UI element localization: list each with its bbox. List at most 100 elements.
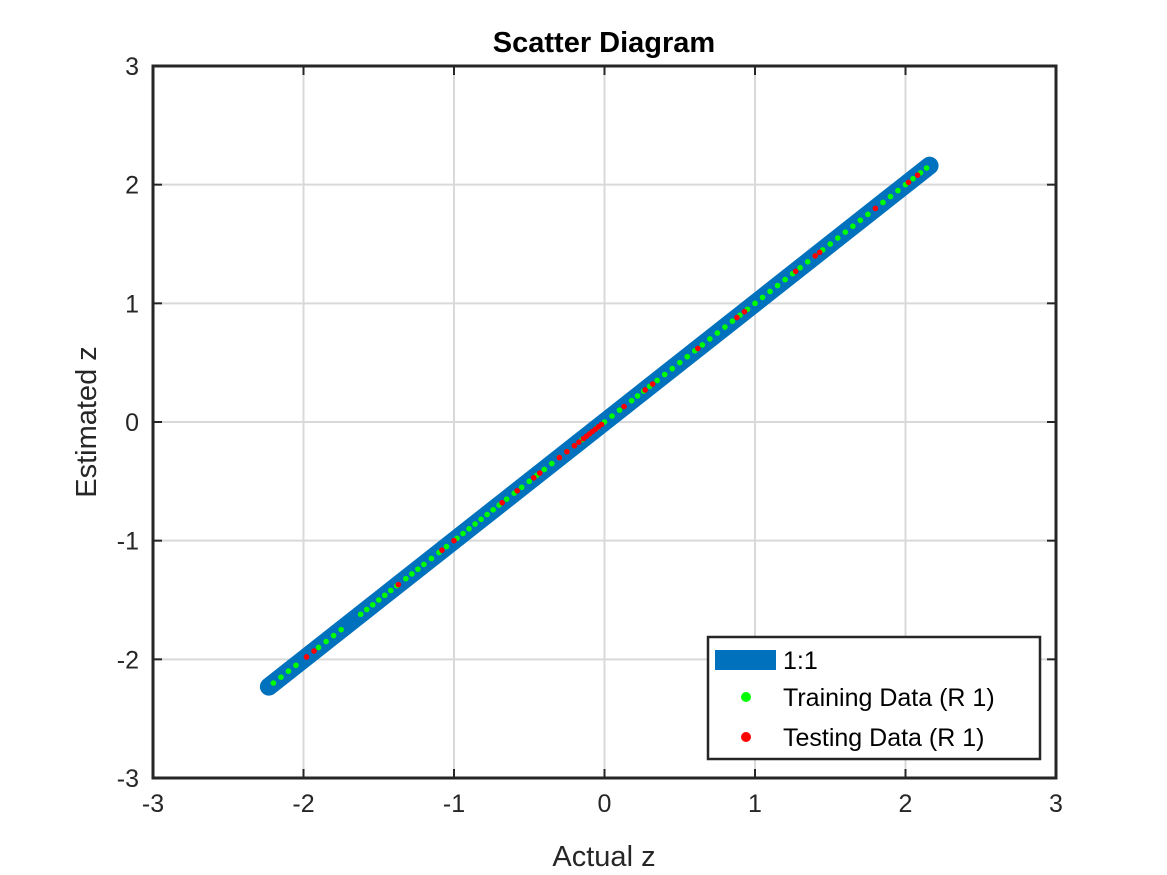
training-point — [842, 229, 849, 235]
training-point — [767, 288, 773, 295]
y-axis-label: Estimated z — [71, 346, 103, 498]
training-point — [409, 571, 415, 577]
training-point — [415, 566, 421, 572]
legend: 1:1 Training Data (R 1) Testing Data (R … — [706, 635, 1042, 761]
training-point — [699, 342, 706, 348]
testing-point — [395, 581, 402, 588]
testing-point — [564, 448, 570, 455]
training-point — [466, 526, 472, 532]
chart-title: Scatter Diagram — [493, 27, 715, 59]
training-point — [323, 638, 329, 645]
training-point — [609, 413, 615, 419]
testing-point — [649, 381, 656, 387]
testing-point — [695, 345, 701, 352]
testing-point — [576, 439, 582, 445]
training-point — [910, 175, 916, 182]
training-point — [654, 377, 660, 384]
y-tick-label: 3 — [125, 53, 139, 81]
legend-label-testing: Testing Data (R 1) — [783, 724, 984, 752]
training-point — [278, 674, 284, 680]
training-point — [880, 199, 886, 206]
x-tick-label: 1 — [748, 790, 762, 818]
testing-point — [741, 308, 748, 315]
testing-point — [816, 249, 823, 256]
training-point — [315, 644, 322, 651]
training-point — [460, 530, 466, 537]
y-tick-label: -2 — [117, 646, 139, 674]
training-point — [669, 365, 676, 372]
training-point — [363, 606, 370, 613]
y-tick-label: -3 — [117, 765, 139, 793]
ticks: -3 -2 -1 0 1 2 3 -3 -2 -1 0 1 2 3 — [117, 53, 1063, 818]
testing-point — [514, 488, 521, 494]
testing-point — [311, 648, 317, 654]
training-point — [804, 259, 811, 265]
training-point — [782, 276, 788, 283]
testing-point — [734, 314, 740, 321]
training-point — [887, 193, 894, 200]
training-point — [330, 632, 337, 639]
x-tick-label: -3 — [142, 790, 164, 818]
training-point — [285, 668, 292, 674]
testing-point — [303, 654, 310, 660]
training-point — [403, 575, 409, 582]
x-tick-label: -1 — [443, 790, 465, 818]
training-point — [923, 165, 930, 171]
training-point — [628, 397, 635, 404]
y-tick-label: 0 — [125, 409, 139, 437]
testing-point — [872, 205, 879, 212]
x-tick-label: 0 — [598, 790, 612, 818]
training-point — [827, 241, 834, 247]
testing-point — [536, 470, 543, 476]
testing-point — [530, 474, 537, 481]
training-point — [381, 592, 388, 599]
data-series — [259, 156, 939, 696]
testing-point — [905, 179, 912, 186]
training-point — [895, 187, 901, 194]
testing-point — [451, 537, 457, 544]
legend-label-training: Training Data (R 1) — [783, 684, 995, 712]
training-point — [490, 507, 496, 513]
training-point — [707, 336, 713, 342]
training-point — [293, 662, 299, 669]
x-tick-label: -2 — [292, 790, 314, 818]
training-point — [526, 478, 533, 485]
training-point — [503, 496, 510, 502]
testing-point — [571, 442, 578, 449]
training-point — [549, 460, 555, 467]
y-tick-label: 1 — [125, 290, 139, 318]
training-point — [357, 611, 364, 618]
training-point — [443, 543, 450, 550]
training-point — [722, 324, 728, 330]
testing-point — [642, 387, 648, 393]
training-point — [752, 300, 758, 307]
training-point — [428, 555, 435, 562]
training-point — [634, 393, 641, 399]
training-point — [518, 484, 525, 491]
training-point — [369, 601, 376, 608]
training-point — [850, 223, 856, 229]
training-point — [375, 597, 382, 603]
training-point — [774, 282, 781, 289]
testing-point — [812, 253, 818, 259]
training-point — [484, 511, 490, 518]
training-point — [338, 626, 344, 633]
testing-point — [598, 421, 605, 428]
x-tick-label: 2 — [899, 790, 913, 818]
testing-point — [792, 268, 799, 275]
testing-point — [439, 547, 445, 553]
training-point — [676, 359, 683, 366]
training-point — [759, 294, 766, 301]
legend-training-swatch — [741, 692, 751, 702]
training-point — [714, 330, 721, 336]
training-point — [421, 561, 427, 568]
training-point — [865, 211, 871, 218]
x-tick-label: 3 — [1049, 790, 1063, 818]
training-point — [797, 264, 803, 271]
training-point — [541, 466, 548, 473]
testing-point — [499, 499, 505, 506]
training-point — [478, 516, 484, 523]
training-point — [684, 353, 691, 360]
training-point — [729, 318, 736, 324]
